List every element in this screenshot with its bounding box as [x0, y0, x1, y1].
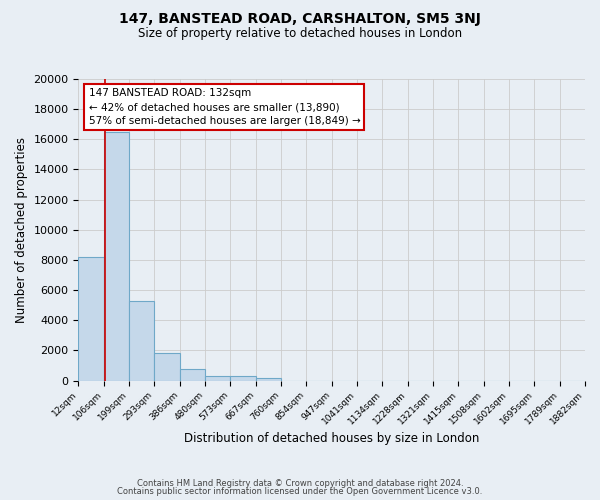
Text: Contains public sector information licensed under the Open Government Licence v3: Contains public sector information licen… [118, 487, 482, 496]
Bar [180, 370, 205, 380]
Bar [205, 376, 230, 380]
Text: Contains HM Land Registry data © Crown copyright and database right 2024.: Contains HM Land Registry data © Crown c… [137, 478, 463, 488]
Text: 147 BANSTEAD ROAD: 132sqm
← 42% of detached houses are smaller (13,890)
57% of s: 147 BANSTEAD ROAD: 132sqm ← 42% of detac… [89, 88, 360, 126]
Text: Size of property relative to detached houses in London: Size of property relative to detached ho… [138, 28, 462, 40]
Bar [154, 354, 180, 380]
Text: 147, BANSTEAD ROAD, CARSHALTON, SM5 3NJ: 147, BANSTEAD ROAD, CARSHALTON, SM5 3NJ [119, 12, 481, 26]
Bar [104, 132, 129, 380]
Y-axis label: Number of detached properties: Number of detached properties [15, 137, 28, 323]
Bar [230, 376, 256, 380]
X-axis label: Distribution of detached houses by size in London: Distribution of detached houses by size … [184, 432, 479, 445]
Bar [129, 300, 154, 380]
Bar [256, 378, 281, 380]
Bar [79, 257, 104, 380]
